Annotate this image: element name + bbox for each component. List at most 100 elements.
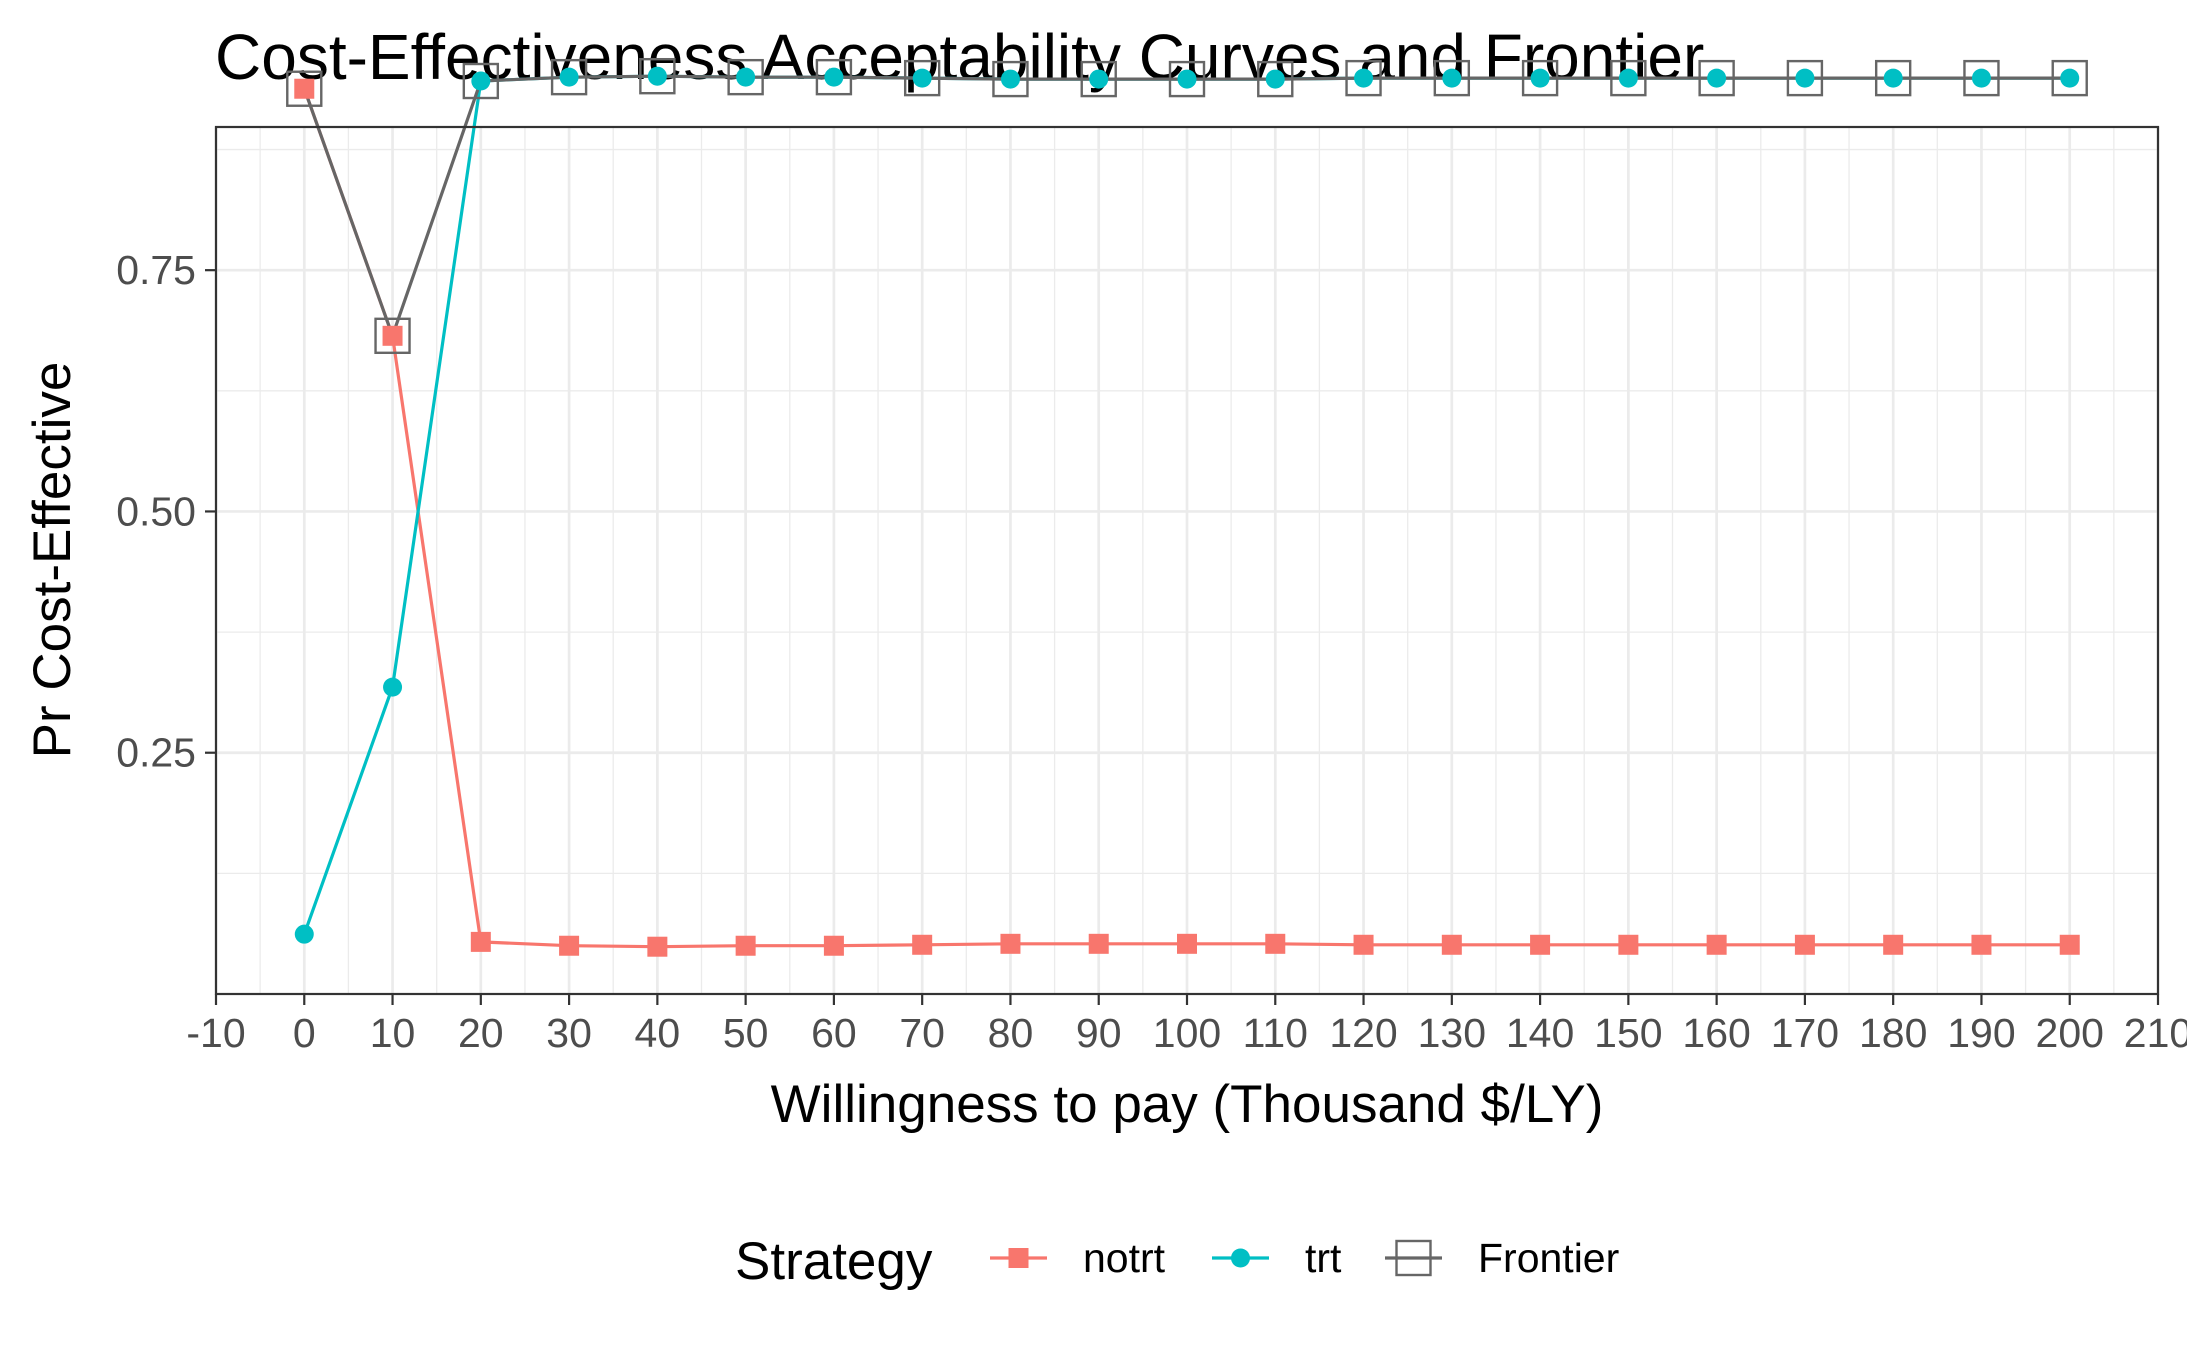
point-frontier xyxy=(1257,60,1294,98)
point-frontier xyxy=(1698,59,1735,97)
point-frontier xyxy=(1610,59,1647,97)
x-tick-label: 100 xyxy=(1153,1010,1221,1056)
point-trt xyxy=(2060,68,2080,88)
point-trt xyxy=(1177,69,1197,89)
point-notrt xyxy=(1177,933,1197,954)
legend-label-frontier: Frontier xyxy=(1478,1235,1619,1281)
point-trt xyxy=(1442,68,1462,88)
point-frontier xyxy=(727,58,764,96)
point-frontier xyxy=(1786,59,1824,97)
point-notrt xyxy=(1000,933,1021,954)
y-tick-label: 0.75 xyxy=(116,247,196,293)
point-notrt xyxy=(1618,934,1639,955)
chart-title: Cost-Effectiveness Acceptability Curves … xyxy=(215,21,1704,93)
point-notrt xyxy=(823,935,844,956)
point-notrt xyxy=(647,936,668,957)
point-frontier xyxy=(903,59,941,97)
point-notrt xyxy=(1971,934,1992,955)
point-frontier xyxy=(1521,59,1559,97)
y-axis: 0.25 0.50 0.75 xyxy=(116,247,216,776)
x-tick-label: 160 xyxy=(1682,1010,1750,1056)
point-trt xyxy=(559,67,579,87)
point-trt xyxy=(1354,68,1374,88)
legend-key-marker-frontier xyxy=(1395,1239,1432,1277)
x-tick-label: 140 xyxy=(1506,1010,1574,1056)
point-notrt xyxy=(1088,933,1109,954)
point-frontier xyxy=(462,62,500,100)
point-frontier xyxy=(1433,59,1471,97)
point-trt xyxy=(912,68,932,88)
x-tick-label: 20 xyxy=(458,1010,504,1056)
point-frontier xyxy=(2051,59,2088,97)
point-notrt xyxy=(1706,934,1727,955)
point-frontier xyxy=(1168,60,1206,98)
point-trt xyxy=(1530,68,1550,88)
point-notrt xyxy=(1530,934,1551,955)
legend-key-marker-notrt xyxy=(1008,1248,1029,1268)
point-trt xyxy=(383,677,403,697)
x-tick-label: 50 xyxy=(723,1010,769,1056)
point-trt xyxy=(1089,69,1109,89)
point-trt xyxy=(1707,68,1727,88)
x-axis-title: Willingness to pay (Thousand $/LY) xyxy=(771,1075,1604,1134)
point-trt xyxy=(294,924,314,944)
point-trt xyxy=(647,66,667,86)
grid-major xyxy=(214,127,2160,994)
x-tick-label: 180 xyxy=(1859,1010,1927,1056)
x-axis: -10 0 10 20 30 40 50 60 70 80 90 100 110 120 130 140 150… xyxy=(186,994,2187,1056)
point-notrt xyxy=(559,935,580,956)
point-frontier xyxy=(1963,59,2000,97)
y-axis-title: Pr Cost-Effective xyxy=(23,362,82,759)
point-frontier xyxy=(992,60,1029,98)
x-tick-label: 90 xyxy=(1076,1010,1122,1056)
x-tick-label: 150 xyxy=(1594,1010,1662,1056)
legend-label-trt: trt xyxy=(1305,1235,1342,1281)
y-tick-label: 0.25 xyxy=(116,730,196,776)
point-notrt xyxy=(1794,934,1815,955)
point-notrt xyxy=(912,934,933,955)
point-trt xyxy=(1883,68,1903,88)
point-notrt xyxy=(735,935,756,956)
legend-title: Strategy xyxy=(735,1232,933,1291)
point-trt xyxy=(1000,69,1020,89)
point-trt xyxy=(1795,68,1815,88)
x-tick-label: -10 xyxy=(186,1010,245,1056)
point-frontier xyxy=(639,57,676,95)
x-tick-label: 130 xyxy=(1418,1010,1486,1056)
point-notrt xyxy=(294,78,315,99)
x-tick-label: 0 xyxy=(293,1010,316,1056)
x-tick-label: 10 xyxy=(370,1010,416,1056)
x-tick-label: 120 xyxy=(1329,1010,1397,1056)
point-trt xyxy=(736,67,756,87)
point-notrt xyxy=(2059,934,2080,955)
point-trt xyxy=(1971,68,1991,88)
point-notrt xyxy=(1353,934,1374,955)
point-notrt xyxy=(1265,933,1286,954)
x-tick-label: 80 xyxy=(988,1010,1034,1056)
point-trt xyxy=(471,71,491,91)
point-trt xyxy=(1265,69,1285,89)
point-notrt xyxy=(382,325,403,346)
point-frontier xyxy=(1874,59,1912,97)
x-tick-label: 60 xyxy=(811,1010,857,1056)
x-tick-label: 210 xyxy=(2124,1010,2187,1056)
legend-label-notrt: notrt xyxy=(1083,1235,1166,1281)
point-frontier xyxy=(1080,60,1117,98)
point-trt xyxy=(824,67,844,87)
x-tick-label: 170 xyxy=(1771,1010,1839,1056)
y-tick-label: 0.50 xyxy=(116,488,196,534)
x-tick-label: 70 xyxy=(899,1010,945,1056)
x-tick-label: 200 xyxy=(2036,1010,2104,1056)
legend-items: notrt trt Frontier xyxy=(990,1235,1619,1281)
legend: Strategy notrt trt Frontier xyxy=(735,1232,1619,1291)
point-notrt xyxy=(470,931,491,952)
point-frontier xyxy=(1345,59,1382,97)
point-frontier xyxy=(374,317,411,355)
point-frontier xyxy=(550,58,588,96)
legend-key-marker-trt xyxy=(1231,1248,1250,1268)
x-tick-label: 190 xyxy=(1947,1010,2015,1056)
point-notrt xyxy=(1883,934,1904,955)
point-notrt xyxy=(1441,934,1462,955)
point-frontier xyxy=(286,70,323,107)
